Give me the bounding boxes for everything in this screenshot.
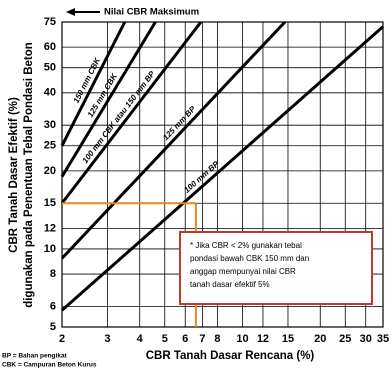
y-tick-label: 15 xyxy=(44,197,56,209)
curve xyxy=(60,21,157,178)
y-tick-label: 20 xyxy=(44,165,56,177)
y-tick-label: 50 xyxy=(44,62,56,74)
note: BP = Bahan pengikat xyxy=(2,353,68,360)
x-tick-label: 20 xyxy=(314,333,326,345)
x-tick-label: 25 xyxy=(339,333,351,345)
curve xyxy=(60,20,287,260)
x-tick-label: 15 xyxy=(282,333,294,345)
chart-title: Nilai CBR Maksimum xyxy=(104,7,199,18)
x-tick-label: 8 xyxy=(214,333,220,345)
x-axis-title: CBR Tanah Dasar Rencana (%) xyxy=(146,350,315,362)
annotation-box xyxy=(179,231,373,305)
x-tick-label: 5 xyxy=(162,333,168,345)
x-tick-label: 35 xyxy=(377,333,389,345)
x-tick-label: 10 xyxy=(236,333,248,345)
x-tick-label: 12 xyxy=(257,333,269,345)
annotation-text: * Jika CBR < 2% gunakan tebal xyxy=(190,241,302,250)
annotation-text: pondasi bawah CBK 150 mm dan xyxy=(190,254,309,263)
curve xyxy=(60,21,203,205)
y-tick-label: 60 xyxy=(44,41,56,53)
y-tick-label: 12 xyxy=(44,222,56,234)
y-tick-label: 10 xyxy=(44,243,56,255)
line-label: 125 mm BP xyxy=(161,104,198,142)
curve xyxy=(60,21,127,147)
x-tick-label: 30 xyxy=(360,333,372,345)
x-tick-label: 7 xyxy=(199,333,205,345)
line-label: 100 mm BP xyxy=(182,159,221,195)
y-tick-label: 40 xyxy=(44,87,56,99)
y-tick-label: 5 xyxy=(50,321,56,333)
y-tick-label: 25 xyxy=(44,140,56,152)
annotation-text: tanah dasar efektif 5% xyxy=(190,280,270,289)
y-tick-label: 8 xyxy=(50,268,56,280)
x-tick-label: 3 xyxy=(104,333,110,345)
curve xyxy=(61,25,384,312)
y-axis-subtitle: digunakan pada Penentuan Tebal Pondasi B… xyxy=(23,42,35,308)
y-tick-label: 6 xyxy=(50,300,56,312)
title-arrowhead xyxy=(66,8,75,16)
x-tick-label: 2 xyxy=(59,333,65,345)
x-tick-label: 4 xyxy=(137,333,144,345)
x-tick-label: 6 xyxy=(182,333,188,345)
y-tick-label: 75 xyxy=(44,16,56,28)
y-tick-label: 30 xyxy=(44,119,56,131)
y-axis-title: CBR Tanah Dasar Efektif (%) xyxy=(8,97,20,253)
annotation-text: anggap mempunyai nilai CBR xyxy=(190,267,296,276)
note: CBK = Campuran Beton Kurus xyxy=(2,362,97,369)
